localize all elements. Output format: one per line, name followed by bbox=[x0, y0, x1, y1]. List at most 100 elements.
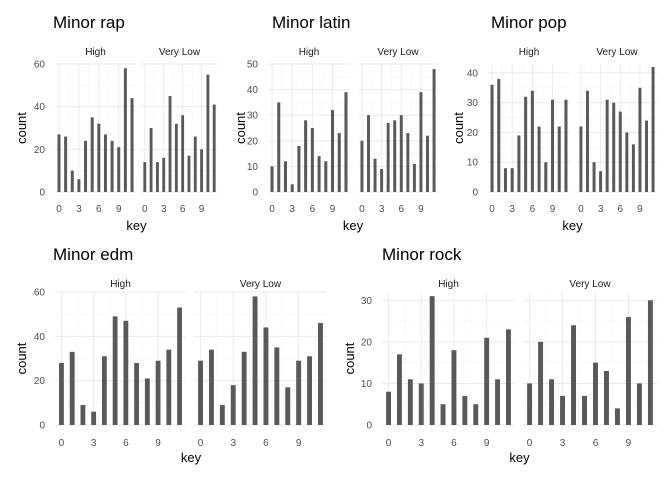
bar bbox=[625, 132, 629, 192]
panel-title: Minor rock bbox=[382, 245, 462, 264]
x-tick-label: 0 bbox=[59, 438, 65, 449]
bar bbox=[605, 99, 609, 192]
x-tick-label: 6 bbox=[123, 438, 129, 449]
x-tick-label: 9 bbox=[484, 438, 490, 449]
bar bbox=[230, 385, 236, 425]
bar bbox=[155, 360, 161, 425]
bar bbox=[373, 158, 377, 192]
bar bbox=[123, 68, 127, 192]
bar bbox=[77, 179, 81, 192]
bar bbox=[143, 162, 147, 192]
x-axis-title: key bbox=[562, 218, 583, 233]
bar bbox=[212, 104, 216, 192]
facet-strip-label: Very Low bbox=[596, 47, 638, 58]
x-tick-label: 0 bbox=[56, 204, 62, 215]
y-tick-label: 20 bbox=[34, 376, 46, 387]
bar bbox=[557, 126, 561, 192]
y-tick-label: 20 bbox=[247, 136, 259, 147]
bar bbox=[497, 78, 501, 192]
bar bbox=[418, 383, 424, 425]
bar bbox=[510, 168, 514, 192]
bar bbox=[90, 117, 94, 192]
x-axis-title: key bbox=[509, 450, 530, 465]
bar bbox=[174, 123, 178, 192]
bar bbox=[59, 362, 64, 425]
y-tick-label: 10 bbox=[467, 158, 479, 169]
x-tick-label: 0 bbox=[359, 204, 365, 215]
facet-strip-label: Very Low bbox=[159, 47, 201, 58]
bar bbox=[651, 66, 655, 192]
bar bbox=[274, 347, 280, 425]
y-axis-title: count bbox=[14, 342, 29, 374]
y-tick-label: 40 bbox=[247, 85, 259, 96]
bar bbox=[551, 99, 555, 192]
x-tick-label: 6 bbox=[617, 204, 623, 215]
x-tick-label: 6 bbox=[310, 204, 316, 215]
y-tick-label: 60 bbox=[34, 288, 46, 299]
panel-title: Minor rap bbox=[53, 13, 125, 32]
bar bbox=[432, 69, 436, 192]
bar bbox=[625, 316, 631, 425]
y-tick-label: 10 bbox=[247, 162, 259, 173]
bar bbox=[149, 128, 153, 192]
bar bbox=[440, 404, 446, 425]
x-tick-label: 9 bbox=[418, 204, 424, 215]
panel-title: Minor latin bbox=[272, 13, 350, 32]
x-tick-label: 0 bbox=[489, 204, 495, 215]
facet-strip-label: High bbox=[110, 279, 131, 290]
facet-high: High 0 3 6 9 bbox=[268, 47, 350, 215]
bar bbox=[162, 157, 166, 192]
bar bbox=[495, 379, 501, 425]
x-tick-label: 3 bbox=[76, 204, 82, 215]
bar bbox=[393, 120, 397, 192]
panel-title: Minor pop bbox=[491, 13, 567, 32]
x-tick-label: 6 bbox=[263, 438, 269, 449]
bar bbox=[277, 102, 281, 192]
bar bbox=[586, 90, 589, 192]
x-tick-label: 9 bbox=[199, 204, 205, 215]
bar bbox=[638, 87, 642, 192]
x-tick-label: 3 bbox=[509, 204, 515, 215]
bar bbox=[283, 161, 287, 192]
facet-high: High 0 3 6 9 bbox=[488, 47, 570, 215]
bar bbox=[399, 115, 403, 192]
bar bbox=[310, 128, 314, 192]
bar bbox=[290, 184, 294, 192]
bar bbox=[69, 351, 75, 425]
bar bbox=[304, 120, 308, 192]
bar bbox=[564, 99, 568, 192]
bar bbox=[593, 362, 598, 425]
bar bbox=[426, 135, 429, 192]
y-tick-label: 50 bbox=[247, 60, 259, 71]
bar bbox=[91, 411, 97, 425]
bar bbox=[70, 170, 74, 192]
bar bbox=[412, 163, 416, 192]
bar bbox=[80, 405, 86, 425]
x-tick-label: 9 bbox=[550, 204, 556, 215]
bar bbox=[168, 96, 172, 192]
x-tick-label: 3 bbox=[598, 204, 604, 215]
bar bbox=[530, 90, 534, 192]
x-tick-label: 3 bbox=[418, 438, 424, 449]
x-tick-label: 0 bbox=[578, 204, 584, 215]
y-tick-label: 40 bbox=[467, 68, 479, 79]
bar bbox=[396, 354, 402, 425]
bar bbox=[419, 92, 423, 192]
x-tick-label: 3 bbox=[161, 204, 167, 215]
x-tick-label: 3 bbox=[560, 438, 566, 449]
x-tick-label: 9 bbox=[626, 438, 632, 449]
bar bbox=[193, 136, 197, 192]
bar bbox=[123, 320, 129, 425]
bar bbox=[614, 408, 620, 425]
bar bbox=[144, 378, 150, 425]
y-tick-label: 0 bbox=[39, 188, 45, 199]
bar bbox=[592, 162, 596, 192]
bar bbox=[166, 349, 172, 425]
y-axis-title: count bbox=[451, 112, 466, 144]
bar bbox=[344, 92, 348, 192]
facet-strip-label: High bbox=[438, 279, 459, 290]
